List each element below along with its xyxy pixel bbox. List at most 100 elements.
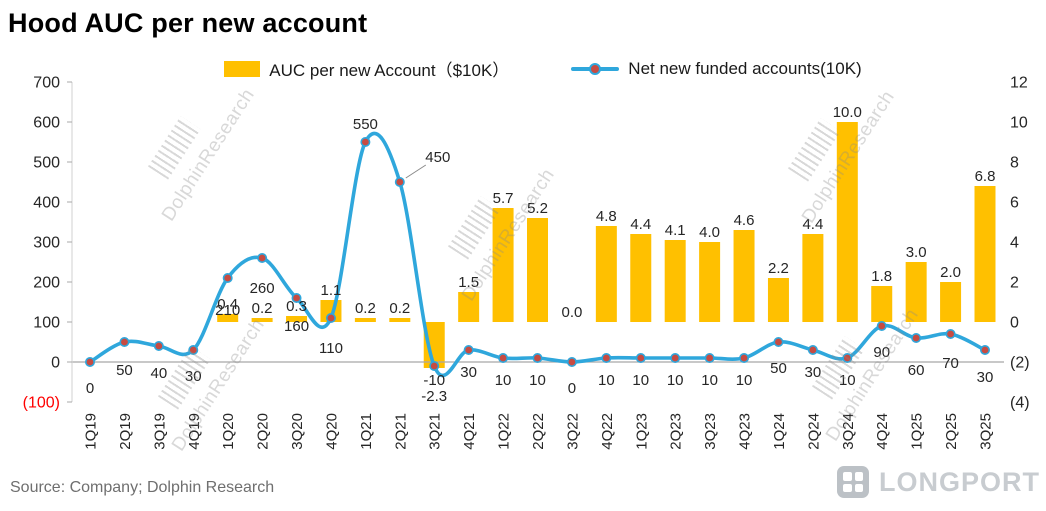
x-axis-label: 1Q23 <box>633 413 650 450</box>
line-marker <box>842 352 853 363</box>
x-axis-label: 4Q22 <box>599 413 616 450</box>
x-axis-label: 3Q19 <box>151 413 168 450</box>
x-axis-label: 2Q25 <box>943 413 960 450</box>
bar <box>286 316 308 322</box>
bar-label: 4.1 <box>665 222 686 239</box>
bar <box>527 218 548 322</box>
line-label: 30 <box>185 368 202 385</box>
bar-label: 2.0 <box>940 264 961 281</box>
left-axis-label: 600 <box>33 115 60 132</box>
axes: 7006005004003002001000(100)121086420(2)(… <box>23 75 1030 450</box>
line-label: 10 <box>839 372 856 389</box>
x-axis-label: 1Q20 <box>220 413 237 450</box>
bar-label: 4.4 <box>630 216 651 233</box>
bar <box>458 292 480 322</box>
logo-grid-cell <box>854 472 863 481</box>
line-marker <box>498 352 509 363</box>
bar-label: 0.2 <box>389 300 410 317</box>
line-label: 50 <box>116 362 133 379</box>
x-axis-label: 2Q23 <box>668 413 685 450</box>
line-label: -10 <box>423 372 445 389</box>
left-axis-label: 200 <box>33 275 60 292</box>
bar-label: 0.2 <box>355 300 376 317</box>
line-label: 260 <box>250 280 275 297</box>
callout-label: 450 <box>425 149 450 166</box>
x-axis-label: 2Q21 <box>392 413 409 450</box>
right-axis-label: (2) <box>1010 355 1030 372</box>
line-marker <box>291 292 302 303</box>
line-marker <box>153 340 164 351</box>
longport-logo: LONGPORT <box>837 466 1040 498</box>
line-label: 10 <box>495 372 512 389</box>
bar-label: 4.4 <box>802 216 823 233</box>
line-label: 10 <box>598 372 615 389</box>
right-axis-label: (4) <box>1010 395 1030 412</box>
line-marker <box>429 360 440 371</box>
legend-item-auc: AUC per new Account（$10K） <box>224 56 509 81</box>
legend-label-accounts: Net new funded accounts(10K) <box>628 58 862 78</box>
line-marker-swatch-icon <box>589 62 602 75</box>
line-label: 110 <box>319 340 343 357</box>
bar <box>664 240 686 322</box>
line-label: 160 <box>284 318 309 335</box>
x-axis-label: 4Q19 <box>186 413 203 450</box>
line-marker <box>119 336 130 347</box>
right-axis-label: 6 <box>1010 195 1019 212</box>
bar-label: 3.0 <box>906 244 927 261</box>
line-marker <box>325 312 336 323</box>
bar <box>630 234 652 322</box>
line-marker <box>532 352 543 363</box>
line-marker <box>635 352 646 363</box>
line-marker <box>807 344 818 355</box>
line-label: 60 <box>908 362 925 379</box>
bar-label: 4.0 <box>699 224 720 241</box>
left-axis-label: (100) <box>23 395 60 412</box>
bar-label: 4.8 <box>596 208 617 225</box>
x-axis-label: 3Q24 <box>840 413 857 450</box>
right-axis-label: 8 <box>1010 155 1019 172</box>
callout-leader-line <box>405 164 427 179</box>
x-axis-label: 2Q22 <box>530 413 547 450</box>
x-axis-label: 1Q25 <box>909 413 926 450</box>
bar <box>595 226 617 322</box>
line-label: 10 <box>632 372 649 389</box>
bar-label: 4.6 <box>734 212 755 229</box>
data-labels: 0.4 0.2 0.3 1.1 0.2 0.2 -2.3 1.5 5.7 5.2 0.0 4.8 4.4… <box>86 104 996 405</box>
bar <box>251 318 273 322</box>
x-axis-label: 4Q24 <box>874 413 891 450</box>
x-axis-label: 1Q22 <box>496 413 513 450</box>
bar-label: 5.7 <box>493 190 514 207</box>
right-axis-label: 4 <box>1010 235 1019 252</box>
bar-label: 5.2 <box>527 200 548 217</box>
bar <box>836 122 858 322</box>
right-axis-label: 12 <box>1010 75 1028 92</box>
bar <box>733 230 755 322</box>
logo-grid-cell <box>843 472 852 481</box>
logo-grid-cell <box>854 483 863 492</box>
line-series-swatch <box>571 62 620 75</box>
x-axis-label: 3Q20 <box>289 413 306 450</box>
bar-label: 1.5 <box>458 274 479 291</box>
line-label: 10 <box>529 372 546 389</box>
line-marker <box>188 344 199 355</box>
legend-item-accounts: Net new funded accounts(10K) <box>571 58 862 79</box>
bar <box>767 278 789 322</box>
line-marker <box>670 352 681 363</box>
line-marker <box>257 253 268 264</box>
line-label: 0 <box>568 380 576 397</box>
left-axis-label: 300 <box>33 235 60 252</box>
x-axis-label: 4Q23 <box>737 413 754 450</box>
legend-label-auc: AUC per new Account（$10K） <box>269 61 510 80</box>
line-label: 10 <box>701 372 718 389</box>
bar <box>217 314 239 322</box>
longport-wordmark: LONGPORT <box>879 466 1040 497</box>
line-marker <box>739 352 750 363</box>
bar <box>699 242 721 322</box>
line-label: 90 <box>873 344 890 361</box>
line-series <box>85 131 990 378</box>
bar-label: 10.0 <box>833 104 862 121</box>
line-label: 50 <box>770 360 787 377</box>
bar-label: 1.8 <box>871 268 892 285</box>
line-label: 0 <box>86 380 94 397</box>
